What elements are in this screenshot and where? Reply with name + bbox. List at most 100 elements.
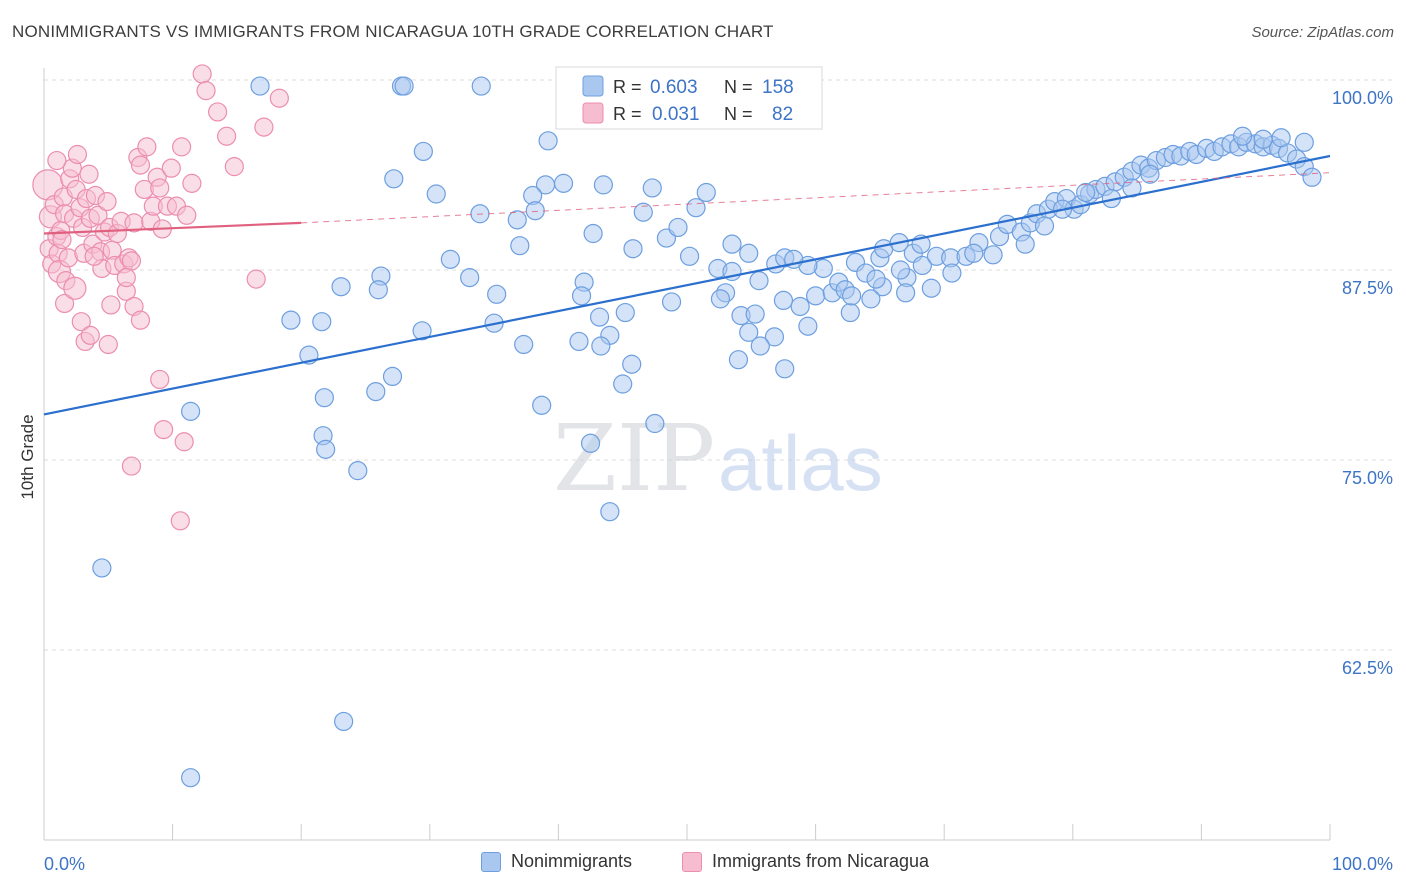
nonimmigrant-point-50: [622, 354, 642, 374]
nonimmigrant-point-57: [382, 366, 403, 386]
nicaragua-point-52: [161, 158, 181, 178]
nicaragua-point-62: [246, 269, 266, 289]
nonimmigrant-point-150: [866, 269, 886, 289]
y-tick-labels: 62.5% 75.0% 87.5% 100.0%: [1332, 88, 1393, 678]
nonimmigrant-point-76: [798, 316, 818, 336]
nicaragua-point-78: [170, 511, 190, 531]
nonimmigrant-point-22: [460, 268, 480, 288]
nicaragua-point-80: [84, 246, 104, 266]
stats-n-value-2: 82: [772, 104, 793, 125]
nonimmigrant-point-142: [964, 243, 984, 263]
nicaragua-point-31: [97, 192, 117, 212]
nonimmigrant-point-36: [679, 246, 700, 266]
nonimmigrant-point-159: [668, 217, 688, 238]
trend-line-nonimmigrants: [43, 154, 1331, 416]
nonimmigrant-point-31: [593, 175, 614, 195]
stats-r-label-1: R =: [613, 77, 642, 97]
nonimmigrant-point-10: [471, 76, 491, 96]
nonimmigrant-point-19: [368, 280, 388, 300]
nonimmigrant-point-143: [942, 263, 962, 283]
nonimmigrant-point-133: [1294, 132, 1314, 152]
nonimmigrant-point-134: [1140, 164, 1160, 184]
legend-swatch-blue: [481, 851, 501, 872]
nonimmigrant-point-71: [739, 243, 759, 263]
nonimmigrant-point-5: [316, 439, 336, 459]
stats-r-value-1: 0.603: [650, 77, 698, 98]
nonimmigrant-point-34: [623, 239, 643, 259]
nonimmigrant-point-29: [510, 236, 530, 256]
nonimmigrant-point-148: [840, 302, 860, 323]
stats-n-value-1: 158: [762, 77, 794, 98]
nonimmigrant-point-66: [790, 296, 810, 317]
stats-n-label-2: N =: [724, 104, 753, 124]
legend-label-immigrants-nicaragua: Immigrants from Nicaragua: [712, 851, 930, 871]
nicaragua-point-23: [79, 164, 99, 184]
nonimmigrant-point-11: [413, 141, 433, 162]
nonimmigrant-point-17: [440, 249, 460, 269]
nonimmigrant-point-28: [507, 210, 527, 230]
nicaragua-point-72: [116, 268, 136, 288]
legend-item-nonimmigrants: Nonimmigrants: [481, 851, 632, 872]
nonimmigrant-point-87: [912, 255, 932, 276]
nonimmigrant-point-44: [571, 286, 592, 306]
nicaragua-point-54: [172, 137, 192, 157]
nonimmigrant-point-144: [921, 278, 941, 298]
nonimmigrant-point-59: [331, 277, 351, 297]
x-tick-labels: 0.0% 100.0%: [44, 854, 1393, 874]
nonimmigrant-point-64: [764, 327, 785, 347]
nicaragua-point-45: [137, 137, 157, 157]
nicaragua-point-40: [121, 251, 142, 271]
nonimmigrant-point-49: [613, 374, 633, 394]
nonimmigrant-point-2: [92, 558, 112, 578]
nonimmigrant-point-65: [773, 290, 794, 310]
nonimmigrant-point-74: [750, 336, 770, 356]
nonimmigrant-point-21: [312, 312, 332, 332]
nonimmigrant-point-141: [983, 245, 1003, 265]
nonimmigrant-point-154: [813, 258, 833, 279]
nicaragua-point-18: [67, 144, 88, 165]
x-tick-label-1: 100.0%: [1332, 854, 1393, 874]
nonimmigrant-point-73: [728, 350, 749, 370]
nonimmigrant-point-40: [615, 302, 635, 323]
nonimmigrant-point-39: [661, 292, 682, 312]
nonimmigrant-point-140: [1015, 234, 1035, 254]
gridlines: [44, 79, 1394, 651]
nicaragua-point-66: [54, 293, 75, 314]
nicaragua-point-74: [130, 310, 151, 330]
nicaragua-point-79: [121, 456, 142, 476]
nonimmigrant-point-48: [591, 336, 611, 356]
nonimmigrant-point-3: [181, 401, 201, 421]
trend-lines: [43, 154, 1331, 416]
series-nonimmigrants: [92, 76, 1322, 788]
nonimmigrant-point-67: [749, 271, 769, 291]
y-tick-label-3: 100.0%: [1332, 88, 1393, 108]
nonimmigrant-point-51: [645, 413, 665, 434]
nonimmigrant-point-63: [745, 304, 765, 324]
nonimmigrant-point-56: [366, 382, 386, 402]
nicaragua-point-58: [196, 81, 216, 101]
nicaragua-point-76: [153, 420, 174, 440]
nicaragua-point-63: [254, 117, 274, 137]
watermark-zip: ZIP: [553, 405, 715, 512]
nonimmigrant-point-30: [583, 223, 603, 244]
nonimmigrant-point-46: [532, 395, 552, 415]
nicaragua-point-27: [88, 205, 108, 225]
nonimmigrant-point-146: [890, 260, 911, 280]
nonimmigrant-point-62: [739, 322, 759, 342]
watermark-atlas: atlas: [718, 419, 883, 507]
nonimmigrant-point-33: [642, 178, 662, 198]
x-tick-label-0: 0.0%: [44, 854, 85, 874]
nonimmigrant-point-53: [600, 502, 620, 522]
y-axis-label: 10th Grade: [18, 414, 37, 499]
nonimmigrant-point-158: [686, 198, 706, 218]
nonimmigrant-point-32: [633, 202, 653, 222]
nonimmigrant-point-55: [314, 388, 334, 408]
nonimmigrant-point-75: [775, 359, 795, 379]
nonimmigrant-point-130: [1232, 126, 1253, 146]
nonimmigrant-point-145: [896, 283, 916, 303]
nicaragua-point-65: [47, 150, 67, 171]
nonimmigrant-point-12: [384, 169, 404, 189]
source-label: Source: ZipAtlas.com: [1251, 24, 1394, 41]
nonimmigrant-point-77: [805, 286, 826, 306]
